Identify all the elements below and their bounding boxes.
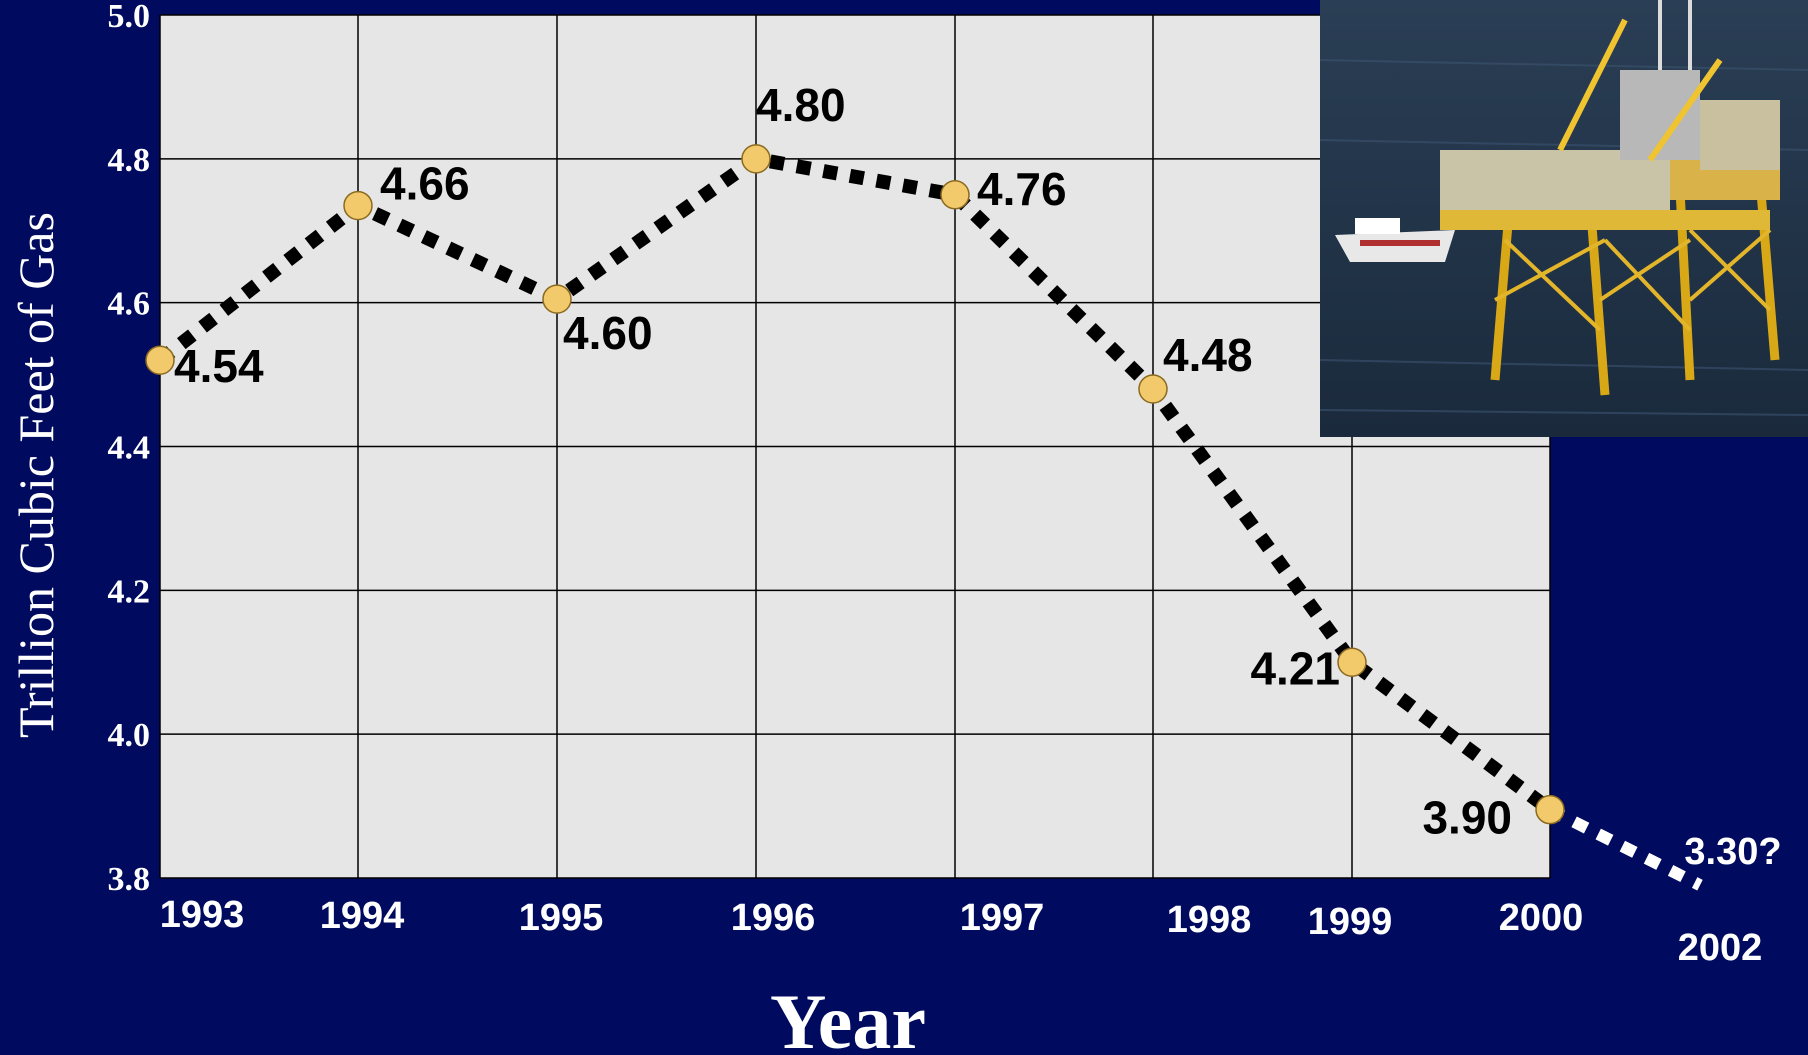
data-label: 4.76	[977, 163, 1067, 215]
x-tick-label: 1994	[320, 895, 405, 937]
x-axis-title: Year	[770, 978, 926, 1055]
x-tick-label: 1996	[731, 897, 816, 939]
x-tick-label: 1995	[519, 897, 604, 939]
y-tick-label: 4.0	[108, 717, 151, 754]
x-tick-label: 1993	[160, 894, 245, 936]
projection-line	[1547, 804, 1703, 891]
series-lines	[155, 151, 1703, 891]
y-tick-label: 4.8	[108, 142, 151, 179]
data-label: 4.48	[1163, 329, 1253, 381]
y-tick-label: 4.4	[108, 430, 151, 467]
y-tick-label: 5.0	[108, 0, 151, 35]
data-point	[343, 190, 373, 221]
y-axis-title: Trillion Cubic Feet of Gas	[8, 212, 64, 738]
data-label: 4.21	[1250, 642, 1340, 694]
x-tick-label-projection: 2002	[1678, 927, 1763, 969]
data-point	[542, 284, 572, 314]
data-point	[1535, 794, 1565, 825]
x-tick-label: 2000	[1499, 897, 1584, 939]
data-point	[1138, 374, 1168, 404]
grid	[159, 14, 1551, 879]
y-axis-ticks: 3.8 4.0 4.2 4.4 4.6 4.8 5.0	[108, 0, 151, 898]
data-label: 4.66	[380, 158, 470, 210]
data-point	[1337, 647, 1367, 677]
data-label: 4.80	[756, 79, 846, 131]
x-tick-label: 1997	[960, 897, 1045, 939]
data-label: 3.90	[1422, 792, 1512, 844]
y-tick-label: 4.6	[108, 286, 151, 323]
data-point	[145, 345, 175, 375]
x-tick-label: 1999	[1308, 901, 1393, 943]
projection-label: 3.30?	[1684, 831, 1781, 873]
series-markers	[145, 144, 1565, 825]
x-axis-ticks: 1993 1994 1995 1996 1997 1998 1999 2000	[160, 894, 1584, 943]
data-point	[741, 144, 771, 174]
data-labels: 4.54 4.66 4.60 4.80 4.76 4.48 4.21 3.90 3.30? 200…	[174, 79, 1782, 969]
offshore-platform-photo	[1319, 0, 1808, 437]
data-point	[940, 180, 970, 210]
series-line	[155, 151, 1555, 816]
x-tick-label: 1998	[1167, 899, 1252, 941]
data-label: 4.60	[563, 307, 653, 359]
data-label: 4.54	[174, 340, 264, 392]
y-tick-label: 4.2	[108, 573, 151, 610]
y-tick-label: 3.8	[108, 861, 151, 898]
